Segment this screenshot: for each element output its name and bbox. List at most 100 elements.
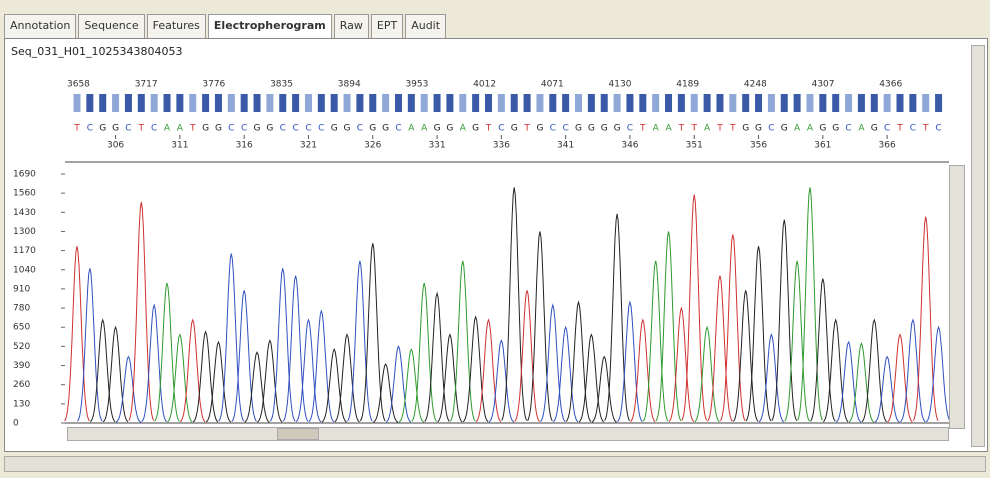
trace-peak (746, 246, 771, 421)
base-letter: A (164, 124, 171, 134)
tab[interactable]: Electropherogram (208, 14, 332, 38)
quality-bar (704, 94, 711, 112)
base-letter: G (254, 124, 261, 134)
base-letter: A (653, 124, 660, 134)
quality-bar (292, 94, 299, 112)
vertical-scrollbar[interactable] (971, 45, 985, 447)
base-tick-label: 346 (621, 141, 638, 151)
base-letter: C (550, 124, 556, 134)
tab[interactable]: Audit (405, 14, 446, 38)
quality-bar (151, 94, 158, 112)
base-tick-label: 336 (493, 141, 510, 151)
trace-peak (926, 327, 951, 422)
base-letter: G (215, 124, 222, 134)
base-letter: G (434, 124, 441, 134)
base-letter: A (421, 124, 428, 134)
trace-peak (103, 327, 128, 422)
base-tick-label: 366 (879, 141, 896, 151)
base-letter: G (472, 124, 479, 134)
base-letter: C (292, 124, 298, 134)
base-letter: G (536, 124, 543, 134)
base-letter: G (832, 124, 839, 134)
base-letter: G (781, 124, 788, 134)
base-letter: A (794, 124, 801, 134)
trace-peak (682, 195, 707, 421)
quality-bar (806, 94, 813, 112)
trace-peak (605, 214, 630, 421)
horizontal-scrollbar[interactable] (67, 427, 949, 441)
trace-peak (450, 261, 475, 421)
base-letter: C (241, 124, 247, 134)
y-tick-label: 1170 (13, 246, 36, 256)
base-letter: G (575, 124, 582, 134)
trace-peak (553, 327, 578, 422)
scan-tick-label: 4366 (879, 80, 902, 90)
quality-bar (549, 94, 556, 112)
tab[interactable]: Raw (334, 14, 369, 38)
base-letter: C (845, 124, 851, 134)
base-letter: C (884, 124, 890, 134)
base-tick-label: 316 (236, 141, 253, 151)
base-letter: G (755, 124, 762, 134)
base-letter: T (189, 124, 196, 134)
y-tick-label: 1690 (13, 170, 36, 180)
base-letter: T (716, 124, 723, 134)
scroll-thumb[interactable] (277, 428, 319, 440)
base-tick-label: 306 (107, 141, 124, 151)
quality-bar (446, 94, 453, 112)
quality-bar (562, 94, 569, 112)
scan-tick-label: 3953 (405, 80, 428, 90)
base-letter: A (807, 124, 814, 134)
base-letter: G (112, 124, 119, 134)
base-letter: C (125, 124, 131, 134)
base-letter: C (357, 124, 363, 134)
electropherogram-panel: Seq_031_H01_1025343804053 16901560143013… (4, 38, 988, 452)
quality-bar (601, 94, 608, 112)
base-letter: T (729, 124, 736, 134)
quality-bar (845, 94, 852, 112)
base-letter: T (485, 124, 492, 134)
quality-bar (755, 94, 762, 112)
quality-bar (884, 94, 891, 112)
base-letter: G (266, 124, 273, 134)
y-tick-label: 130 (13, 399, 30, 409)
quality-bar (524, 94, 531, 112)
base-letter: C (87, 124, 93, 134)
quality-bar (138, 94, 145, 112)
quality-bar (228, 94, 235, 112)
base-letter: T (138, 124, 145, 134)
base-letter: T (73, 124, 80, 134)
y-tick-label: 260 (13, 380, 30, 390)
base-tick-label: 326 (364, 141, 381, 151)
trace-scrollbar[interactable] (949, 165, 965, 429)
quality-bar (421, 94, 428, 112)
quality-bar (871, 94, 878, 112)
trace-peak (348, 261, 373, 421)
trace-peak (502, 187, 527, 420)
tab[interactable]: EPT (371, 14, 403, 38)
quality-bar (858, 94, 865, 112)
tab[interactable]: Annotation (4, 14, 76, 38)
scan-tick-label: 3894 (338, 80, 361, 90)
base-letter: T (523, 124, 530, 134)
base-letter: T (678, 124, 685, 134)
trace-peak (425, 293, 450, 421)
quality-bar (485, 94, 492, 112)
y-tick-label: 1300 (13, 227, 36, 237)
quality-bar (639, 94, 646, 112)
quality-bar (254, 94, 261, 112)
base-letter: G (601, 124, 608, 134)
base-letter: C (151, 124, 157, 134)
tab[interactable]: Sequence (78, 14, 144, 38)
base-letter: T (690, 124, 697, 134)
base-letter: G (344, 124, 351, 134)
quality-bar (794, 94, 801, 112)
base-tick-label: 341 (557, 141, 574, 151)
window-scrollbar[interactable] (4, 456, 986, 472)
base-letter: C (318, 124, 324, 134)
y-tick-label: 650 (13, 323, 30, 333)
tab[interactable]: Features (147, 14, 206, 38)
scan-tick-label: 3658 (67, 80, 90, 90)
base-tick-label: 356 (750, 141, 767, 151)
quality-bar (125, 94, 132, 112)
